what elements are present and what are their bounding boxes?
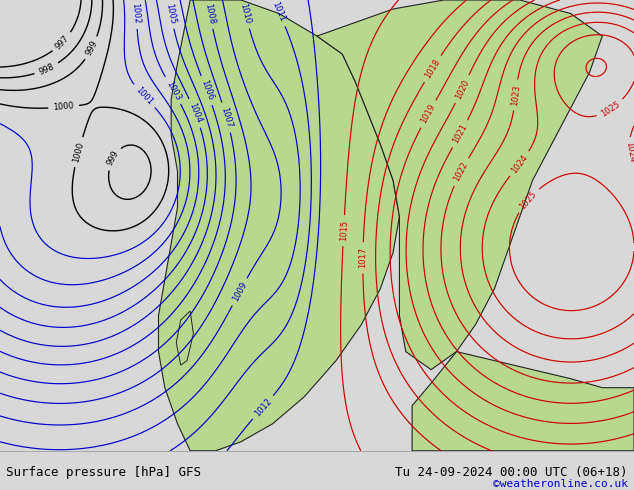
Text: 1024: 1024 (510, 152, 529, 175)
Text: 1018: 1018 (423, 57, 442, 80)
Text: Tu 24-09-2024 00:00 UTC (06+18): Tu 24-09-2024 00:00 UTC (06+18) (395, 466, 628, 479)
Text: 1006: 1006 (199, 79, 215, 102)
Text: 1010: 1010 (238, 2, 252, 25)
Text: 1002: 1002 (131, 2, 141, 25)
Text: 1019: 1019 (419, 102, 437, 125)
Text: 997: 997 (54, 33, 71, 51)
Text: 1001: 1001 (134, 85, 155, 107)
Text: 1022: 1022 (452, 161, 470, 183)
Text: 998: 998 (37, 62, 56, 76)
Polygon shape (158, 0, 399, 451)
Polygon shape (412, 352, 634, 451)
Text: 1007: 1007 (219, 106, 233, 129)
Text: 1004: 1004 (187, 101, 203, 124)
Text: 1024: 1024 (624, 141, 634, 163)
Text: 999: 999 (84, 39, 100, 57)
Text: 1008: 1008 (203, 2, 216, 25)
Text: 1021: 1021 (451, 122, 469, 145)
Text: 1020: 1020 (454, 78, 471, 100)
Text: 1000: 1000 (72, 141, 86, 163)
Text: 1000: 1000 (53, 101, 74, 112)
Text: 1005: 1005 (164, 2, 178, 25)
Polygon shape (317, 0, 602, 369)
Text: 1017: 1017 (358, 247, 368, 269)
Text: Surface pressure [hPa] GFS: Surface pressure [hPa] GFS (6, 466, 202, 479)
Text: ©weatheronline.co.uk: ©weatheronline.co.uk (493, 479, 628, 489)
Text: 1011: 1011 (271, 0, 287, 24)
Polygon shape (176, 311, 193, 365)
Text: 1009: 1009 (231, 280, 249, 303)
Text: 1025: 1025 (518, 189, 538, 211)
Text: 999: 999 (105, 149, 120, 168)
Text: 1012: 1012 (252, 396, 273, 418)
Text: 1015: 1015 (339, 220, 349, 242)
Text: 1023: 1023 (510, 84, 521, 106)
Text: 1003: 1003 (164, 79, 182, 102)
Text: 1025: 1025 (599, 99, 622, 119)
